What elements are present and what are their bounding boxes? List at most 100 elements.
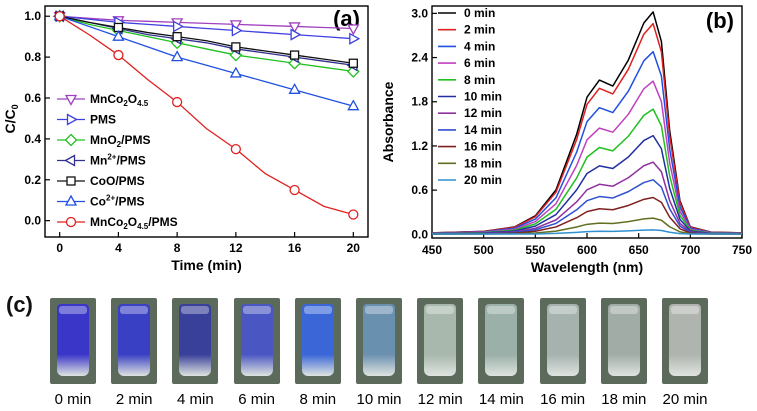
data-point bbox=[112, 29, 125, 41]
legend-text: Co bbox=[90, 195, 106, 209]
panel-c-label: (c) bbox=[6, 292, 33, 317]
y-tick-label: 1.8 bbox=[411, 95, 428, 109]
data-point bbox=[348, 58, 358, 68]
data-point bbox=[289, 50, 300, 60]
vial-solution bbox=[607, 304, 640, 376]
data-point bbox=[231, 42, 241, 52]
legend-text: /PMS bbox=[148, 215, 177, 229]
legend-entry: 12 min bbox=[464, 106, 502, 120]
vial-solution bbox=[485, 304, 518, 376]
legend-marker bbox=[66, 176, 76, 186]
legend-entry: 10 min bbox=[464, 90, 502, 104]
vial-label: 8 min bbox=[299, 391, 337, 408]
y-tick-label: 0.8 bbox=[24, 50, 41, 64]
legend-marker bbox=[64, 133, 78, 147]
legend-text: /PMS bbox=[115, 195, 144, 209]
legend-entry: 2 min bbox=[464, 23, 495, 37]
legend-entry: 0 min bbox=[464, 6, 495, 20]
y-axis-label: C/C0 bbox=[2, 104, 20, 133]
data-point bbox=[288, 22, 301, 34]
spectrum-6 min bbox=[431, 80, 743, 235]
legend-sup: 2+ bbox=[107, 153, 116, 162]
y-tick-label: 0.4 bbox=[24, 132, 41, 146]
x-tick-label: 450 bbox=[422, 243, 442, 257]
vial bbox=[662, 298, 708, 384]
x-tick-label: 8 bbox=[174, 241, 181, 255]
x-axis-label: Time (min) bbox=[171, 257, 242, 273]
spectrum-2 min bbox=[431, 22, 743, 234]
spectrum-18 min bbox=[432, 217, 742, 235]
vial-rim bbox=[609, 306, 638, 314]
vial-solution bbox=[179, 304, 212, 376]
data-point bbox=[349, 32, 361, 45]
y-tick-label: 3.0 bbox=[411, 6, 428, 20]
spectrum-20 min bbox=[432, 229, 742, 235]
y-axis-label-sub: 0 bbox=[10, 104, 20, 109]
legend-marker bbox=[66, 113, 78, 126]
vial-solution bbox=[240, 304, 273, 376]
vial-label: 6 min bbox=[238, 391, 275, 408]
vial-rim bbox=[242, 306, 271, 314]
legend-entry: MnCo2O4.5 bbox=[90, 92, 149, 108]
legend-text: /PMS bbox=[116, 154, 145, 168]
vial-label: 16 min bbox=[540, 391, 586, 408]
data-point bbox=[347, 24, 360, 36]
series-line bbox=[59, 15, 354, 66]
data-point bbox=[230, 143, 242, 155]
vial-label: 2 min bbox=[115, 391, 153, 408]
data-point bbox=[171, 96, 183, 108]
legend-entry: 16 min bbox=[464, 140, 502, 154]
vial bbox=[356, 298, 402, 384]
x-tick-label: 16 bbox=[288, 241, 302, 255]
spectrum-8 min bbox=[431, 108, 743, 235]
legend-text: O bbox=[128, 92, 137, 106]
series-line bbox=[59, 15, 354, 64]
vial-label: 20 min bbox=[662, 391, 708, 408]
legend-entry: Mn2+/PMS bbox=[90, 153, 146, 168]
vial-rim bbox=[426, 306, 455, 314]
data-point bbox=[348, 209, 359, 220]
y-tick-label: 0.6 bbox=[411, 183, 428, 197]
legend-sub: 2 bbox=[123, 99, 128, 108]
spectrum-14 min bbox=[431, 179, 743, 235]
series-line bbox=[59, 15, 354, 30]
vial-solution bbox=[546, 304, 579, 376]
vial-solution bbox=[57, 304, 89, 376]
series-Co2+/PMS bbox=[53, 9, 360, 111]
vial-rim bbox=[548, 306, 577, 314]
legend-sup: 2+ bbox=[106, 194, 115, 203]
legend-text: MnO bbox=[90, 133, 117, 147]
x-tick-label: 750 bbox=[732, 243, 752, 257]
legend-text: /PMS bbox=[121, 133, 150, 147]
data-point bbox=[54, 11, 65, 22]
chart-b: 450 500 550 600 650 700 750 0.0 0.6 1.2 1.8 2.4 3.0 W… bbox=[380, 5, 752, 275]
legend-sub: 2 bbox=[117, 140, 122, 149]
vial-solution bbox=[363, 304, 395, 376]
data-point bbox=[347, 99, 360, 111]
legend-text: MnCo bbox=[90, 92, 123, 106]
legend-entry: 14 min bbox=[464, 123, 502, 137]
legend-text: Mn bbox=[90, 154, 107, 168]
x-tick-label: 650 bbox=[629, 243, 649, 257]
series-MnCo2O4.5/PMS bbox=[54, 11, 359, 220]
x-tick-label: 12 bbox=[229, 241, 243, 255]
spectrum-12 min bbox=[431, 161, 743, 235]
legend-entry: Co2+/PMS bbox=[90, 194, 144, 209]
legend-marker bbox=[64, 154, 76, 167]
spectrum-16 min bbox=[431, 196, 742, 235]
y-tick-label: 0.6 bbox=[24, 91, 41, 105]
legend-sub: 4.5 bbox=[137, 99, 149, 108]
legend-entry: CoO/PMS bbox=[90, 174, 145, 188]
legend-marker bbox=[65, 216, 77, 228]
data-point bbox=[172, 32, 182, 42]
legend-entry: 6 min bbox=[464, 56, 495, 70]
data-point bbox=[172, 20, 184, 33]
x-tick-label: 700 bbox=[680, 243, 700, 257]
x-tick-label: 4 bbox=[115, 241, 122, 255]
data-point bbox=[113, 49, 124, 61]
vial-rim bbox=[487, 306, 516, 314]
vial-rim bbox=[181, 306, 210, 314]
vial-label: 14 min bbox=[478, 391, 524, 408]
legend-entry: 18 min bbox=[464, 156, 502, 170]
